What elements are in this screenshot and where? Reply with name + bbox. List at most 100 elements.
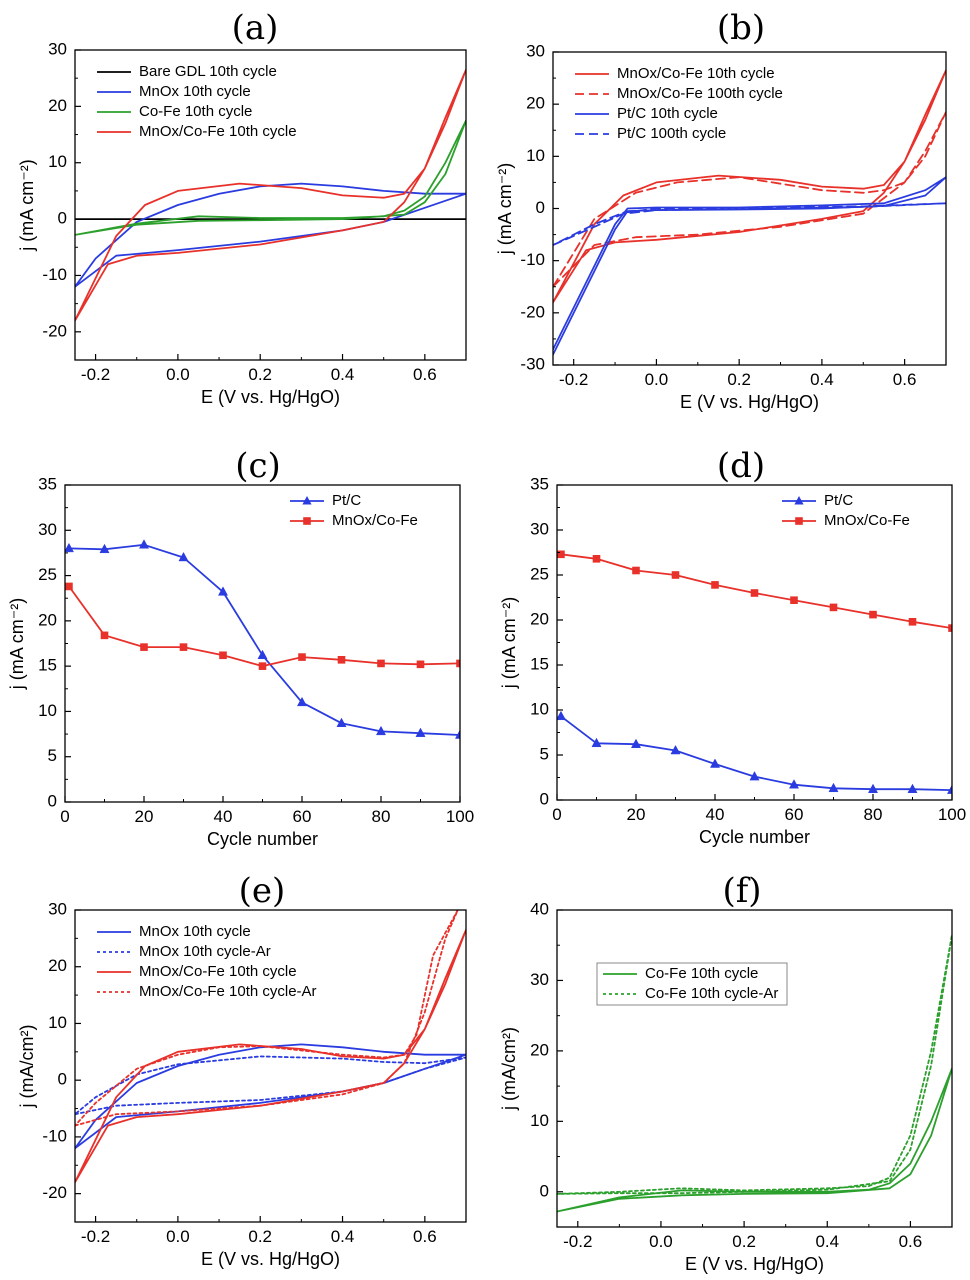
series-line-4 — [75, 910, 459, 1127]
y-tick-label: 20 — [38, 610, 57, 629]
legend-label: MnOx/Co-Fe 10th cycle — [617, 65, 775, 82]
y-axis-title: j (mA cm⁻²) — [7, 598, 27, 691]
y-tick-label: -10 — [42, 265, 67, 284]
legend-label: MnOx/Co-Fe — [332, 512, 418, 529]
data-point-triangle — [454, 729, 460, 739]
data-point-square — [456, 659, 460, 668]
data-point-square — [100, 631, 109, 640]
legend-label: MnOx 10th cycle-Ar — [139, 943, 271, 960]
data-point-square — [592, 555, 601, 563]
x-tick-label: 80 — [864, 805, 883, 824]
legend-label: MnOx/Co-Fe — [824, 512, 910, 529]
x-tick-label: -0.2 — [81, 365, 110, 384]
y-tick-label: -20 — [520, 302, 545, 321]
data-point-triangle — [591, 737, 602, 748]
legend: MnOx/Co-Fe 10th cycle MnOx/Co-Fe 100th cy… — [575, 65, 783, 142]
y-tick-label: 35 — [530, 474, 549, 493]
y-tick-label: 10 — [530, 1111, 549, 1130]
data-point-triangle — [178, 551, 189, 562]
x-tick-label: 0.4 — [815, 1232, 839, 1251]
legend-label: MnOx/Co-Fe 10th cycle-Ar — [139, 983, 317, 1000]
x-axis-title: E (V vs. Hg/HgO) — [680, 392, 819, 412]
y-tick-label: 20 — [526, 94, 545, 113]
x-axis-title: Cycle number — [699, 827, 810, 847]
series-line-1 — [68, 543, 460, 736]
y-tick-label: 20 — [530, 609, 549, 628]
series-line-1 — [75, 1043, 466, 1150]
series-line-1 — [553, 69, 946, 304]
panel-label: (a) — [232, 8, 279, 48]
y-axis-title: j (mA cm⁻²) — [495, 163, 515, 256]
x-tick-label: 0.0 — [166, 365, 190, 384]
y-tick-label: -20 — [42, 321, 67, 340]
x-tick-label: 0.0 — [645, 370, 669, 389]
x-tick-label: 0.4 — [331, 1227, 355, 1246]
axes-frame — [556, 484, 953, 801]
y-tick-label: 30 — [38, 520, 57, 539]
x-axis-title: E (V vs. Hg/HgO) — [685, 1254, 824, 1274]
data-point-square — [557, 550, 565, 559]
y-tick-label: 30 — [48, 899, 67, 918]
legend-label: Co-Fe 10th cycle — [139, 103, 252, 120]
x-tick-label: 100 — [938, 805, 966, 824]
data-point-square — [908, 618, 917, 626]
y-tick-label: 40 — [530, 899, 549, 918]
y-tick-label: 10 — [530, 699, 549, 718]
data-point-triangle — [670, 744, 681, 755]
data-point-square — [632, 566, 640, 575]
x-tick-label: -0.2 — [81, 1227, 110, 1246]
y-tick-label: 25 — [530, 564, 549, 583]
panel-label: (c) — [235, 446, 281, 486]
legend-label: Pt/C 100th cycle — [617, 125, 726, 142]
panel-label: (e) — [239, 871, 286, 911]
legend: MnOx 10th cycle MnOx 10th cycle-Ar MnOx/Co… — [97, 923, 317, 1000]
series-line-4 — [553, 202, 946, 246]
data-point-triangle — [557, 710, 566, 721]
legend: Pt/C MnOx/Co-Fe — [290, 492, 418, 529]
x-tick-label: 0.2 — [248, 1227, 272, 1246]
data-point-square — [671, 571, 680, 579]
x-tick-label: 20 — [135, 807, 154, 826]
data-point-square — [377, 659, 385, 668]
y-tick-label: 10 — [48, 152, 67, 171]
x-tick-label: 0 — [60, 807, 69, 826]
y-tick-label: 0 — [540, 789, 549, 808]
y-tick-label: 35 — [38, 474, 57, 493]
data-point-square — [416, 660, 425, 669]
data-point-square — [140, 643, 148, 651]
data-point-square — [219, 651, 227, 660]
x-tick-label: -0.2 — [559, 370, 588, 389]
legend-label: Pt/C — [332, 492, 361, 509]
y-tick-label: 0 — [58, 1070, 67, 1089]
x-tick-label: 0.4 — [331, 365, 355, 384]
series-group — [75, 910, 466, 1184]
panel-d: (d) 0 20 40 60 80 100 0 5 10 15 20 25 30 35 Cycle numbe… — [499, 446, 966, 847]
legend-label: Bare GDL 10th cycle — [139, 63, 277, 80]
y-tick-label: 15 — [530, 654, 549, 673]
y-axis-title: j (mA/cm²) — [499, 1027, 519, 1111]
series-line-3 — [553, 176, 946, 356]
x-tick-label: 0.6 — [899, 1232, 923, 1251]
data-point-square — [948, 624, 952, 632]
legend: Co-Fe 10th cycle Co-Fe 10th cycle-Ar — [596, 962, 788, 1006]
panel-label: (b) — [717, 8, 765, 48]
legend-label: MnOx/Co-Fe 10th cycle — [139, 963, 297, 980]
x-tick-label: 20 — [627, 805, 646, 824]
y-tick-label: -10 — [520, 250, 545, 269]
x-tick-label: 40 — [214, 807, 233, 826]
data-point-square — [869, 610, 877, 619]
data-point-triangle — [415, 727, 426, 737]
y-tick-label: 10 — [38, 701, 57, 720]
y-tick-label: 5 — [540, 744, 549, 763]
data-point-triangle — [138, 539, 150, 549]
x-tick-label: 60 — [293, 807, 312, 826]
data-point-square — [258, 662, 267, 670]
x-tick-label: 0.2 — [732, 1232, 756, 1251]
y-tick-label: 20 — [530, 1040, 549, 1059]
y-tick-label: 0 — [540, 1181, 549, 1200]
y-tick-label: 5 — [48, 746, 57, 765]
data-point-square — [298, 653, 306, 661]
series-line-2 — [557, 933, 952, 1195]
legend-marker-triangle — [794, 496, 804, 505]
